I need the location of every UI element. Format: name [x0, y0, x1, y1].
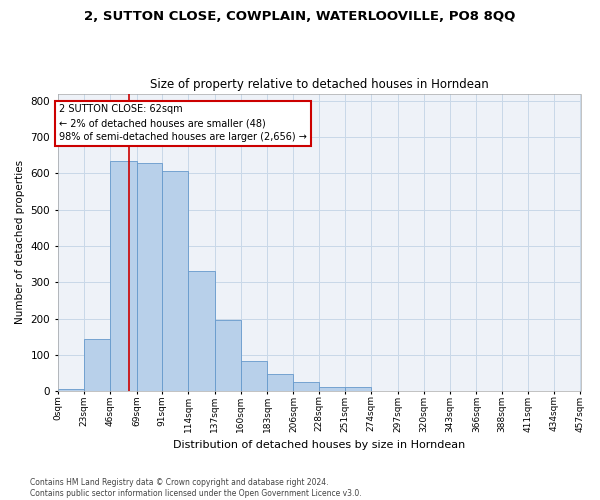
- Bar: [84, 339, 110, 391]
- Bar: [137, 162, 162, 391]
- Text: 2, SUTTON CLOSE, COWPLAIN, WATERLOOVILLE, PO8 8QQ: 2, SUTTON CLOSE, COWPLAIN, WATERLOOVILLE…: [85, 10, 515, 23]
- Bar: [293, 382, 319, 391]
- Bar: [241, 360, 267, 391]
- Bar: [162, 171, 188, 391]
- X-axis label: Distribution of detached houses by size in Horndean: Distribution of detached houses by size …: [173, 440, 465, 450]
- Text: 2 SUTTON CLOSE: 62sqm
← 2% of detached houses are smaller (48)
98% of semi-detac: 2 SUTTON CLOSE: 62sqm ← 2% of detached h…: [59, 104, 307, 142]
- Title: Size of property relative to detached houses in Horndean: Size of property relative to detached ho…: [150, 78, 488, 91]
- Bar: [110, 160, 137, 391]
- Bar: [188, 272, 215, 391]
- Bar: [345, 388, 371, 391]
- Y-axis label: Number of detached properties: Number of detached properties: [15, 160, 25, 324]
- Text: Contains HM Land Registry data © Crown copyright and database right 2024.
Contai: Contains HM Land Registry data © Crown c…: [30, 478, 362, 498]
- Bar: [319, 387, 345, 391]
- Bar: [58, 390, 84, 391]
- Bar: [215, 320, 241, 391]
- Bar: [267, 374, 293, 391]
